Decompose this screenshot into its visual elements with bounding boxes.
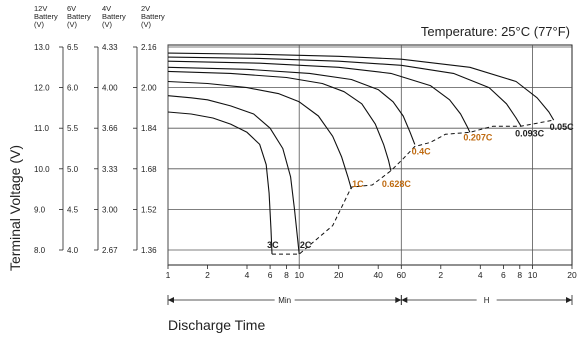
x-tick-label: 6: [268, 270, 273, 280]
temperature-note: Temperature: 25°C (77°F): [421, 24, 570, 39]
x-tick-label: 40: [373, 270, 383, 280]
voltage-column-header: (V): [102, 20, 113, 29]
x-tick-label: 20: [334, 270, 344, 280]
curve-0.093C: [167, 56, 522, 127]
curve-label: 0.05C: [550, 122, 575, 132]
voltage-column-header: 4V: [102, 4, 111, 13]
range-arrowhead: [395, 297, 402, 303]
voltage-column-header: (V): [67, 20, 78, 29]
voltage-tick-label: 3.00: [102, 205, 118, 214]
voltage-tick-label: 5.0: [67, 165, 79, 174]
voltage-tick-label: 6.0: [67, 84, 79, 93]
x-tick-label: 60: [397, 270, 407, 280]
y-axis-title: Terminal Voltage (V): [7, 145, 23, 271]
curve-3C: [167, 111, 273, 255]
curve-label: 0.093C: [515, 128, 545, 138]
voltage-tick-label: 4.00: [102, 84, 118, 93]
voltage-tick-label: 11.0: [34, 124, 50, 133]
voltage-tick-label: 6.5: [67, 43, 79, 52]
range-arrowhead: [566, 297, 572, 303]
range-arrowhead: [168, 297, 174, 303]
voltage-tick-label: 1.36: [141, 246, 157, 255]
voltage-column-header: 2V: [141, 4, 150, 13]
x-tick-label: 4: [478, 270, 483, 280]
voltage-tick-label: 3.33: [102, 165, 118, 174]
plot-frame: [167, 44, 573, 266]
grid: [167, 44, 573, 266]
curve-2C: [167, 95, 300, 255]
voltage-tick-label: 1.52: [141, 205, 157, 214]
x-tick-label: 8: [517, 270, 522, 280]
curve-label: 1C: [352, 179, 364, 189]
voltage-tick-label: 2.67: [102, 246, 118, 255]
voltage-tick-label: 3.66: [102, 124, 118, 133]
x-tick-label: 1: [166, 270, 171, 280]
voltage-tick-label: 10.0: [34, 165, 50, 174]
end-voltage-dashed: [272, 119, 554, 255]
voltage-tick-label: 13.0: [34, 43, 50, 52]
curve-labels: 3C 2C 1C 0.628C 0.4C 0.207C 0.093C 0.05C: [267, 122, 574, 250]
curve-label: 0.628C: [382, 179, 412, 189]
range-label: H: [484, 296, 490, 305]
voltage-column-header: Battery: [141, 12, 165, 21]
x-axis-title: Discharge Time: [168, 317, 265, 333]
discharge-curves: [167, 52, 555, 255]
voltage-tick-label: 2.00: [141, 84, 157, 93]
voltage-tick-label: 8.0: [34, 246, 46, 255]
end-voltage-line: [272, 119, 554, 255]
curve-label: 0.4C: [412, 147, 432, 157]
voltage-column-header: 12V: [34, 4, 47, 13]
curve-0.4C: [167, 66, 416, 145]
curve-label: 2C: [300, 240, 312, 250]
x-tick-label: 20: [567, 270, 577, 280]
voltage-tick-label: 1.68: [141, 165, 157, 174]
range-label: Min: [278, 296, 291, 305]
voltage-tick-label: 4.0: [67, 246, 79, 255]
x-tick-label: 4: [245, 270, 250, 280]
x-tick-label: 2: [438, 270, 443, 280]
voltage-tick-label: 2.16: [141, 43, 157, 52]
voltage-tick-label: 4.5: [67, 205, 79, 214]
x-tick-label: 10: [528, 270, 538, 280]
voltage-column-header: Battery: [67, 12, 91, 21]
voltage-tick-label: 9.0: [34, 205, 46, 214]
x-tick-label: 6: [501, 270, 506, 280]
voltage-column-header: 6V: [67, 4, 76, 13]
voltage-column-header: (V): [34, 20, 45, 29]
curve-1C: [167, 80, 352, 190]
curve-label: 3C: [267, 240, 279, 250]
x-axis: 1 2 4 6 8 10 20 40 60 2 4 6 8 10 20 Min H: [166, 265, 577, 305]
voltage-tick-label: 4.33: [102, 43, 118, 52]
voltage-tick-label: 5.5: [67, 124, 79, 133]
curve-label: 0.207C: [463, 132, 493, 142]
voltage-axes: 12VBattery(V)13.012.011.010.09.08.06VBat…: [34, 4, 165, 255]
voltage-column-header: Battery: [102, 12, 126, 21]
voltage-column-header: Battery: [34, 12, 58, 21]
x-tick-label: 8: [284, 270, 289, 280]
range-arrowhead: [401, 297, 408, 303]
curve-0.207C: [167, 60, 471, 133]
x-tick-label: 10: [294, 270, 304, 280]
voltage-tick-label: 12.0: [34, 84, 50, 93]
voltage-column-header: (V): [141, 20, 152, 29]
curve-0.628C: [167, 70, 392, 171]
curve-0.05C: [167, 52, 555, 121]
voltage-tick-label: 1.84: [141, 124, 157, 133]
x-tick-label: 2: [205, 270, 210, 280]
